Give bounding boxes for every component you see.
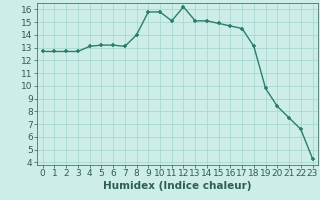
X-axis label: Humidex (Indice chaleur): Humidex (Indice chaleur) [103, 181, 252, 191]
